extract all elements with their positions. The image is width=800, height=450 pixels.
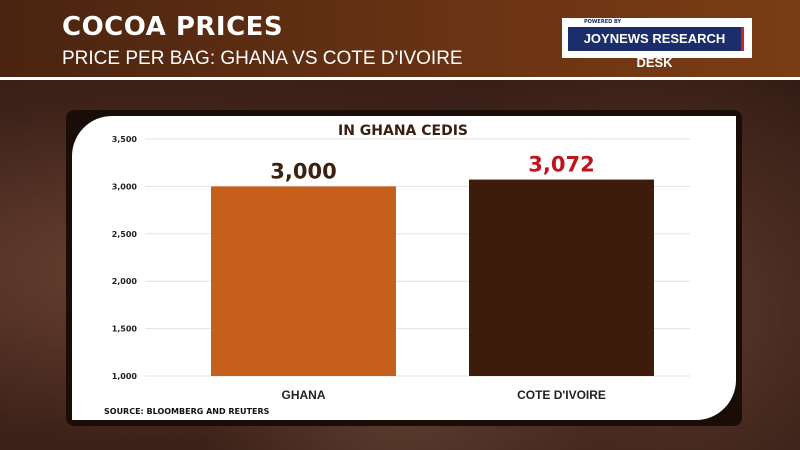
- value-label: 3,072: [528, 153, 594, 177]
- powered-by-label: POWERED BY: [584, 19, 622, 25]
- joynews-badge: POWERED BY JOYNEWS RESEARCH DESK: [562, 18, 752, 70]
- bar-1: [469, 179, 654, 376]
- x-category-label: COTE D'IVOIRE: [517, 388, 606, 402]
- value-label: 3,000: [270, 159, 336, 183]
- chart-title: IN GHANA CEDIS: [338, 123, 468, 139]
- joynews-research-desk-logo: JOYNEWS RESEARCH DESK: [568, 27, 744, 70]
- y-tick-label: 2,000: [112, 277, 138, 286]
- y-tick-label: 1,000: [112, 372, 138, 381]
- page-subtitle: PRICE PER BAG: GHANA VS COTE D'IVOIRE: [62, 48, 463, 69]
- y-tick-label: 2,500: [112, 230, 138, 239]
- bar-0: [211, 186, 396, 376]
- page-title: COCOA PRICES: [62, 12, 284, 42]
- y-tick-label: 3,500: [112, 135, 138, 144]
- bar-chart: IN GHANA CEDIS 1,000 1,500 2,000 2,500 3,000 3…: [112, 123, 690, 402]
- y-tick-label: 1,500: [112, 325, 138, 334]
- y-tick-label: 3,000: [112, 182, 138, 191]
- source-note: SOURCE: BLOOMBERG AND REUTERS: [104, 407, 270, 416]
- x-category-label: GHANA: [282, 388, 326, 402]
